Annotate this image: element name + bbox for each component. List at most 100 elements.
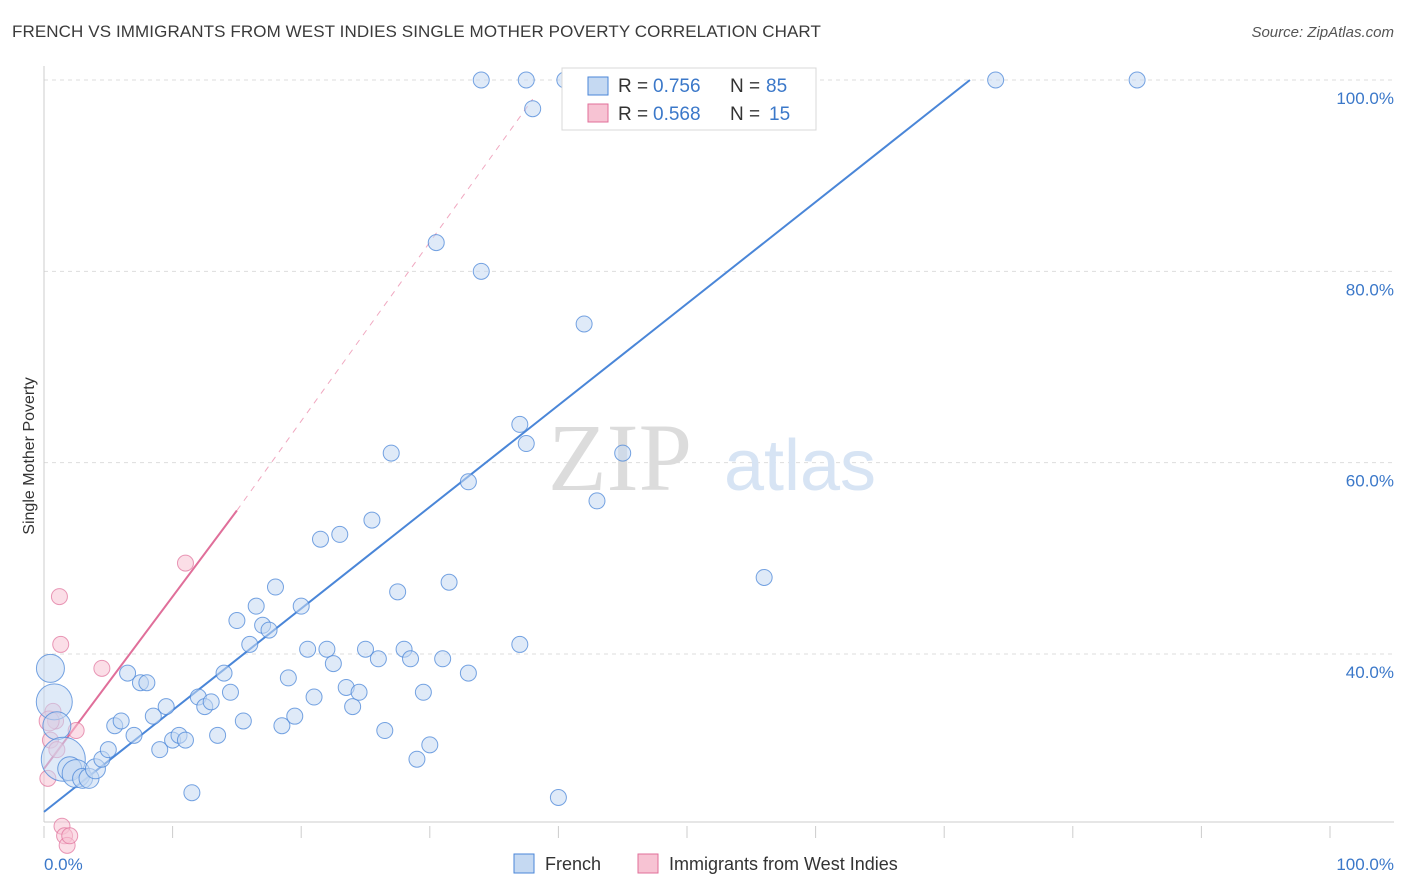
legend-n-label-french: N = xyxy=(730,76,760,97)
point-french-70 xyxy=(517,435,535,453)
legend-n-value-french: 85 xyxy=(766,76,787,97)
point-french-17 xyxy=(144,707,162,725)
point-french-64 xyxy=(459,473,477,491)
point-french-72 xyxy=(524,100,542,118)
point-french-37 xyxy=(273,717,291,735)
point-french-55 xyxy=(389,583,407,601)
point-french-60 xyxy=(421,736,439,754)
bottom-legend-swatch-french xyxy=(513,853,535,874)
series-legend: French Immigrants from West Indies xyxy=(513,853,898,874)
point-french-58 xyxy=(408,750,426,768)
point-french-76 xyxy=(588,492,606,510)
point-french-31 xyxy=(234,712,252,730)
point-french-63 xyxy=(440,573,458,591)
point-french-19 xyxy=(157,698,175,716)
point-french-71 xyxy=(517,71,535,89)
legend-r-label-west-indies: R = xyxy=(618,104,648,125)
point-french-66 xyxy=(472,262,490,280)
point-french-67 xyxy=(472,71,490,89)
point-french-38 xyxy=(279,669,297,687)
point-west-indies-13 xyxy=(176,554,194,572)
legend-swatch-west-indies xyxy=(587,103,609,123)
point-french-81 xyxy=(755,568,773,586)
point-west-indies-5 xyxy=(50,588,68,606)
point-french-77 xyxy=(614,444,632,462)
legend-n-label-west-indies: N = xyxy=(730,104,760,125)
point-french-33 xyxy=(247,597,265,615)
y-tick-label-0: 40.0% xyxy=(1346,663,1394,682)
x-tick-label-min: 0.0% xyxy=(44,855,83,874)
point-west-indies-10 xyxy=(61,827,79,845)
point-french-14 xyxy=(125,726,143,744)
point-french-45 xyxy=(324,655,342,673)
point-french-61 xyxy=(427,234,445,252)
point-french-18 xyxy=(151,741,169,759)
point-french-48 xyxy=(344,698,362,716)
point-french-62 xyxy=(434,650,452,668)
chart-title: FRENCH VS IMMIGRANTS FROM WEST INDIES SI… xyxy=(12,22,821,41)
point-french-30 xyxy=(228,612,246,630)
stats-legend: R = 0.756 N = 85 R = 0.568 N = 15 xyxy=(561,67,817,131)
point-french-26 xyxy=(202,693,220,711)
y-tick-label-3: 100.0% xyxy=(1336,89,1394,108)
point-french-82 xyxy=(987,71,1005,89)
point-french-75 xyxy=(575,315,593,333)
point-french-22 xyxy=(176,731,194,749)
point-french-35 xyxy=(260,621,278,639)
legend-swatch-french xyxy=(587,76,609,96)
y-tick-labels: 40.0% 60.0% 80.0% 100.0% xyxy=(1336,89,1394,682)
legend-r-value-west-indies: 0.568 xyxy=(653,104,701,125)
point-french-54 xyxy=(382,444,400,462)
point-french-13 xyxy=(119,664,137,682)
series-french xyxy=(35,71,1146,806)
bottom-legend-label-french: French xyxy=(545,854,601,874)
point-french-46 xyxy=(331,525,349,543)
point-french-0 xyxy=(35,653,65,683)
point-french-50 xyxy=(357,640,374,658)
y-tick-label-2: 80.0% xyxy=(1346,280,1394,299)
point-west-indies-12 xyxy=(93,659,111,677)
watermark-atlas: atlas xyxy=(724,426,876,506)
point-french-41 xyxy=(299,640,317,658)
point-french-42 xyxy=(305,688,323,706)
point-french-12 xyxy=(112,712,130,730)
point-french-27 xyxy=(209,726,227,744)
point-french-16 xyxy=(138,674,156,692)
point-french-32 xyxy=(241,635,259,653)
gridlines xyxy=(44,79,1392,655)
legend-r-value-french: 0.756 xyxy=(653,76,701,97)
point-french-39 xyxy=(286,707,304,725)
point-french-65 xyxy=(459,664,477,682)
y-tick-label-1: 60.0% xyxy=(1346,472,1394,491)
point-french-57 xyxy=(402,650,420,668)
point-french-2 xyxy=(42,711,72,741)
chart-source: Source: ZipAtlas.com xyxy=(1251,24,1394,41)
point-french-59 xyxy=(414,683,432,701)
trend-line-west-indies-extension xyxy=(236,98,534,511)
point-french-51 xyxy=(363,511,381,529)
legend-r-label-french: R = xyxy=(618,76,648,97)
point-french-52 xyxy=(369,650,387,668)
point-french-69 xyxy=(511,635,529,653)
point-french-28 xyxy=(215,664,233,682)
point-french-44 xyxy=(318,640,336,658)
point-west-indies-6 xyxy=(52,635,70,653)
bottom-legend-label-west-indies: Immigrants from West Indies xyxy=(669,854,898,874)
point-french-43 xyxy=(311,530,329,548)
y-axis-label: Single Mother Poverty xyxy=(21,377,38,534)
point-french-10 xyxy=(99,741,117,759)
point-french-36 xyxy=(266,578,284,596)
x-tick-label-max: 100.0% xyxy=(1336,855,1394,874)
point-french-49 xyxy=(350,683,368,701)
point-french-29 xyxy=(221,683,239,701)
bottom-legend-swatch-west-indies xyxy=(637,853,659,874)
point-french-83 xyxy=(1128,71,1146,89)
point-french-68 xyxy=(511,415,529,433)
point-french-40 xyxy=(292,597,310,615)
point-french-53 xyxy=(376,722,394,740)
point-french-23 xyxy=(183,784,201,802)
point-french-73 xyxy=(549,789,567,806)
legend-n-value-west-indies: 15 xyxy=(769,104,790,125)
